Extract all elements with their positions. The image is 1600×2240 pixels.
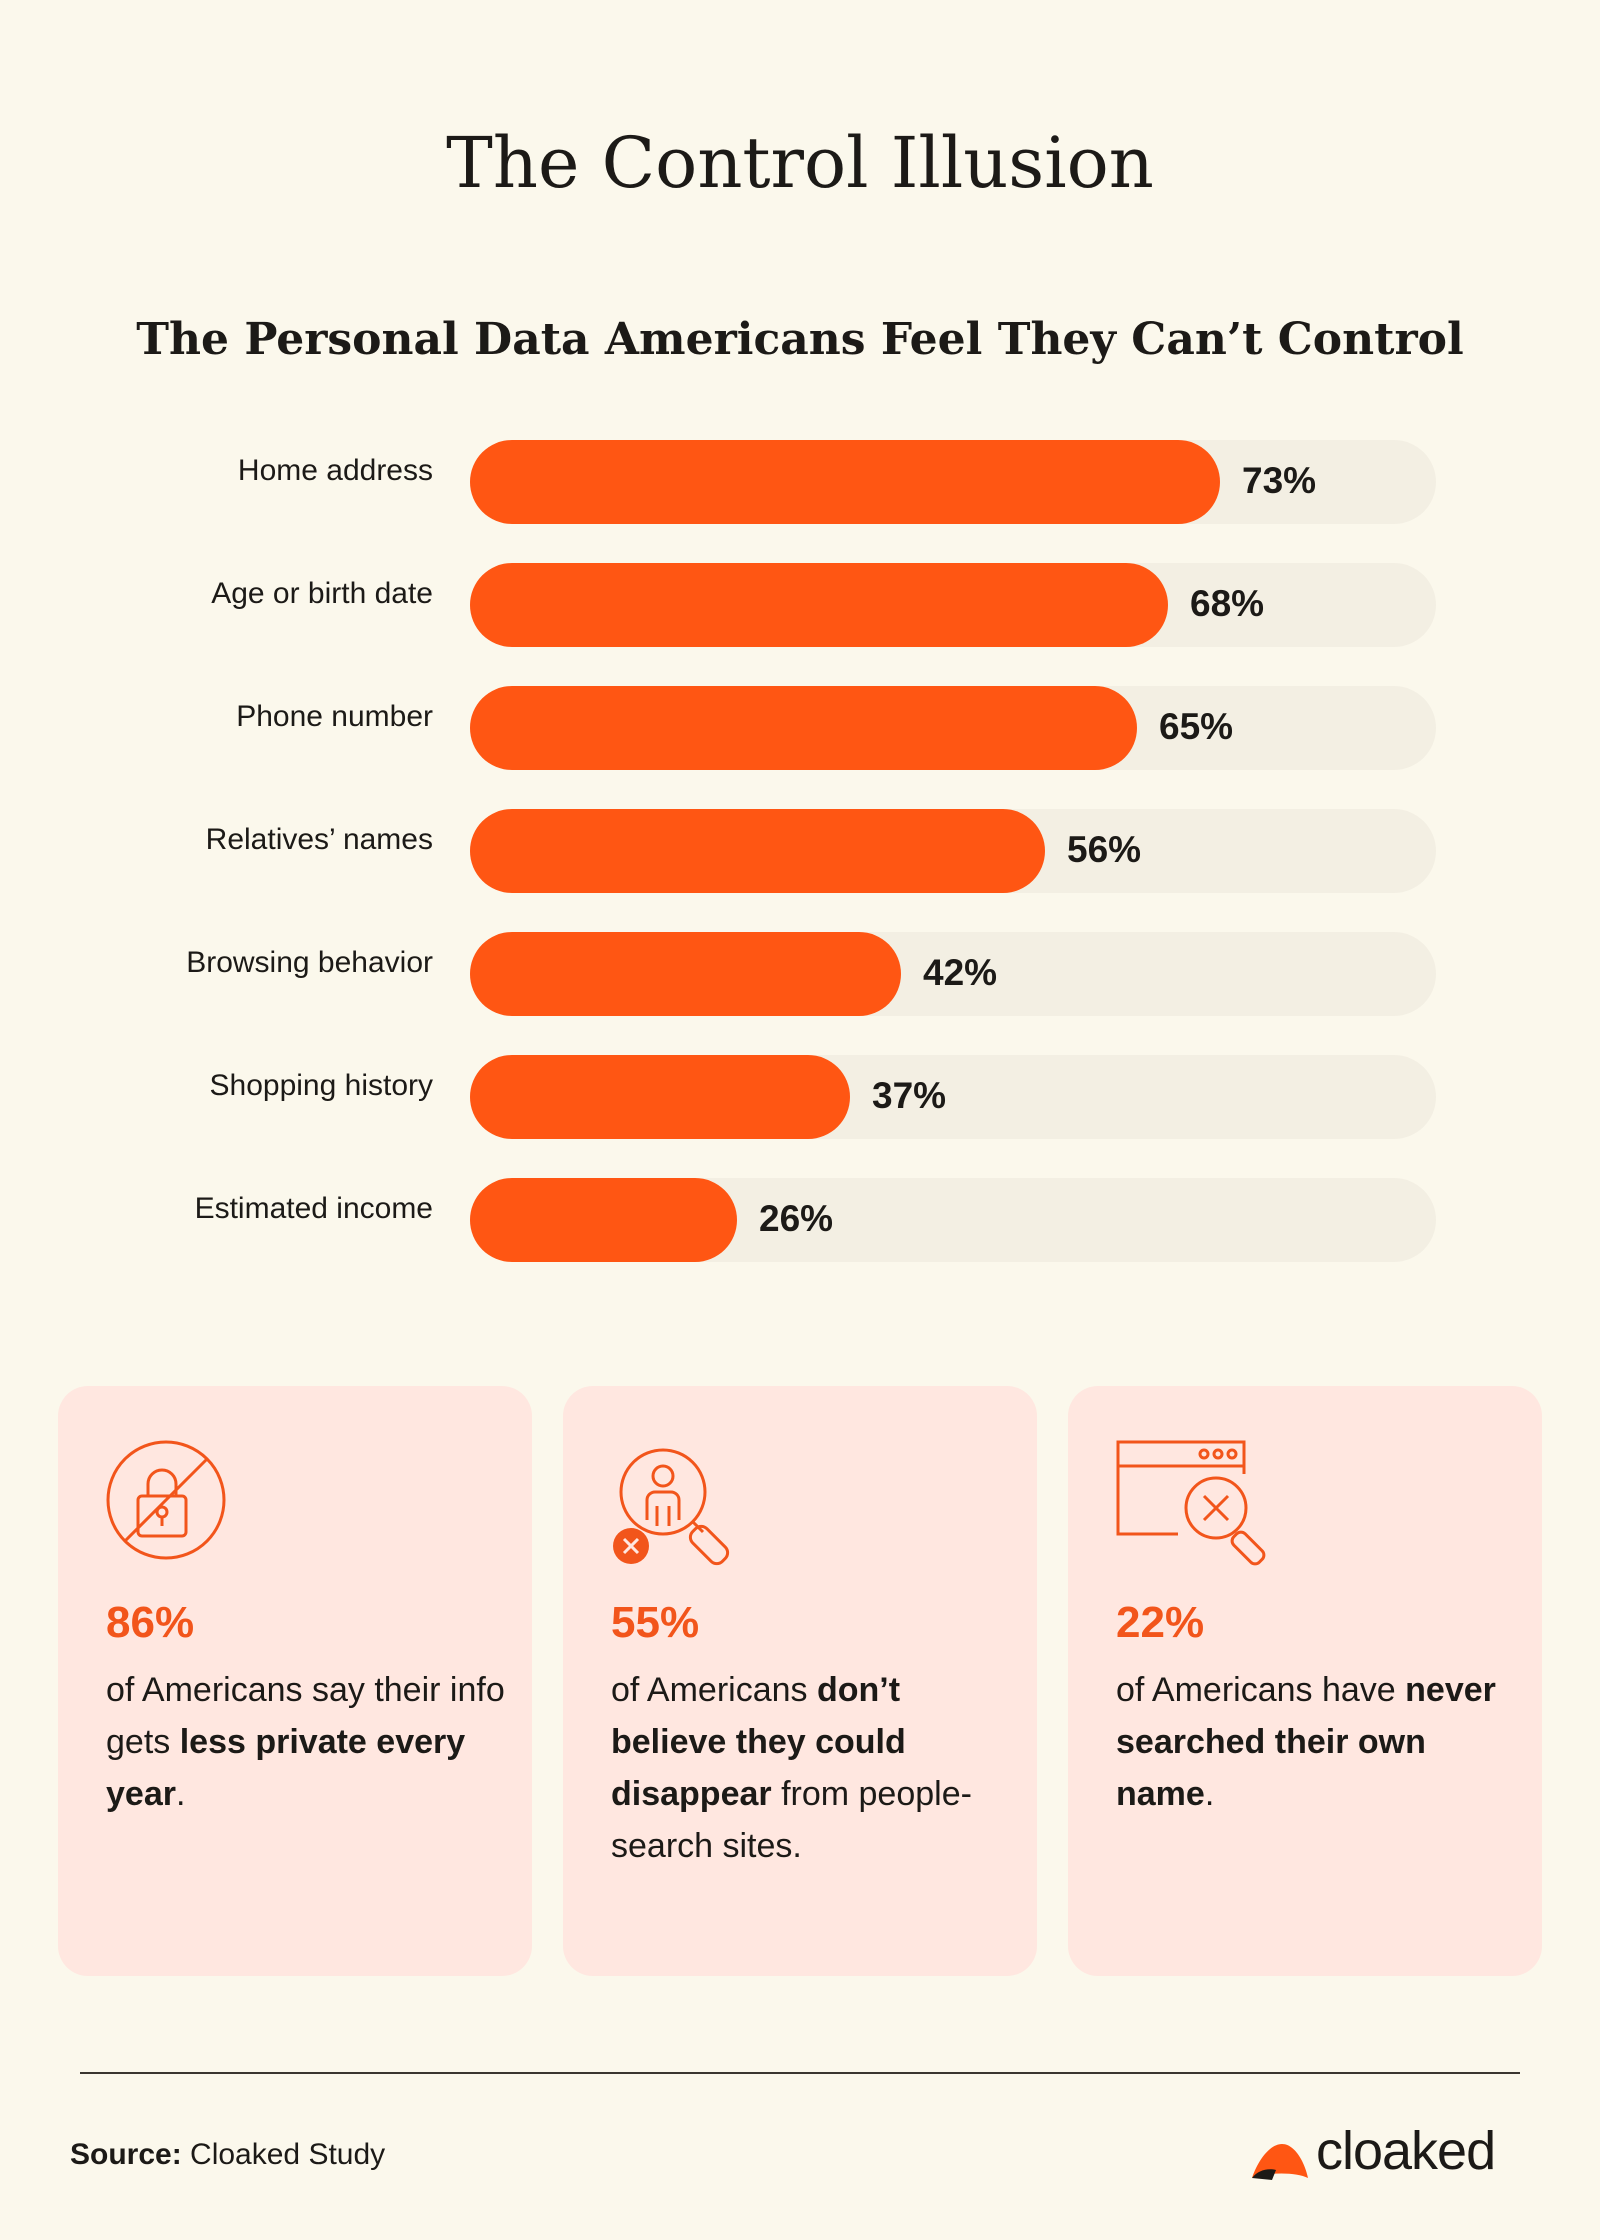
bar-value-label: 56%	[1067, 829, 1142, 870]
source-note: Source: Cloaked Study	[70, 2138, 386, 2171]
bar-fill	[470, 1055, 850, 1139]
stat-card-never-searched: 22% of Americans have never searched the…	[1068, 1386, 1542, 1976]
brand-name: cloaked	[1316, 2121, 1496, 2181]
bar-value-label: 26%	[759, 1198, 834, 1239]
browser-search-icon	[1116, 1440, 1276, 1580]
bar-fill	[470, 932, 901, 1016]
bar-track: 37%	[470, 1055, 1436, 1139]
bar-value-label: 73%	[1242, 460, 1317, 501]
bar-fill	[470, 809, 1045, 893]
bar-value-label: 68%	[1190, 583, 1265, 624]
stat-description: of Americans say their info gets less pr…	[106, 1671, 505, 1813]
stat-percentage: 22%	[1116, 1598, 1205, 1647]
bar-track: 56%	[470, 809, 1436, 893]
bar-row: Relatives’ names 56%	[0, 809, 1600, 893]
bar-value-label: 65%	[1159, 706, 1234, 747]
bar-category-label: Browsing behavior	[186, 946, 433, 979]
stat-description: of Americans have never searched their o…	[1116, 1671, 1496, 1813]
bar-row: Estimated income 26%	[0, 1178, 1600, 1262]
bar-fill	[470, 686, 1137, 770]
bar-track: 73%	[470, 440, 1436, 524]
stat-description: of Americans don’t believe they could di…	[611, 1671, 972, 1865]
stat-card-less-private: 86% of Americans say their info gets les…	[58, 1386, 532, 1976]
bar-category-label: Home address	[237, 454, 433, 487]
bar-category-label: Estimated income	[194, 1192, 433, 1225]
footer-divider	[80, 2072, 1520, 2074]
bar-row: Phone number 65%	[0, 686, 1600, 770]
cloaked-logo-icon	[1252, 2144, 1308, 2180]
bar-category-label: Shopping history	[209, 1069, 433, 1102]
bar-fill	[470, 563, 1168, 647]
bar-row: Home address 73%	[0, 440, 1600, 524]
chart-title: The Personal Data Americans Feel They Ca…	[136, 314, 1464, 365]
bar-chart: The Personal Data Americans Feel They Ca…	[0, 314, 1600, 1262]
bar-row: Shopping history 37%	[0, 1055, 1600, 1139]
bar-fill	[470, 1178, 737, 1262]
bar-category-label: Age or birth date	[211, 577, 433, 610]
bar-track: 26%	[470, 1178, 1436, 1262]
infographic-title: The Control Illusion	[446, 122, 1154, 204]
stat-percentage: 55%	[611, 1598, 700, 1647]
no-lock-icon	[106, 1440, 266, 1580]
stat-percentage: 86%	[106, 1598, 195, 1647]
stat-card-disappear: 55% of Americans don’t believe they coul…	[563, 1386, 1037, 1976]
bar-track: 42%	[470, 932, 1436, 1016]
bar-track: 65%	[470, 686, 1436, 770]
bar-category-label: Relatives’ names	[205, 823, 433, 856]
brand-logo: cloaked	[1248, 2120, 1528, 2190]
bar-fill	[470, 440, 1220, 524]
bar-track: 68%	[470, 563, 1436, 647]
bar-row: Browsing behavior 42%	[0, 932, 1600, 1016]
person-search-icon	[611, 1440, 771, 1580]
bar-category-label: Phone number	[236, 700, 433, 733]
bar-row: Age or birth date 68%	[0, 563, 1600, 647]
bar-value-label: 37%	[872, 1075, 947, 1116]
bar-value-label: 42%	[923, 952, 998, 993]
